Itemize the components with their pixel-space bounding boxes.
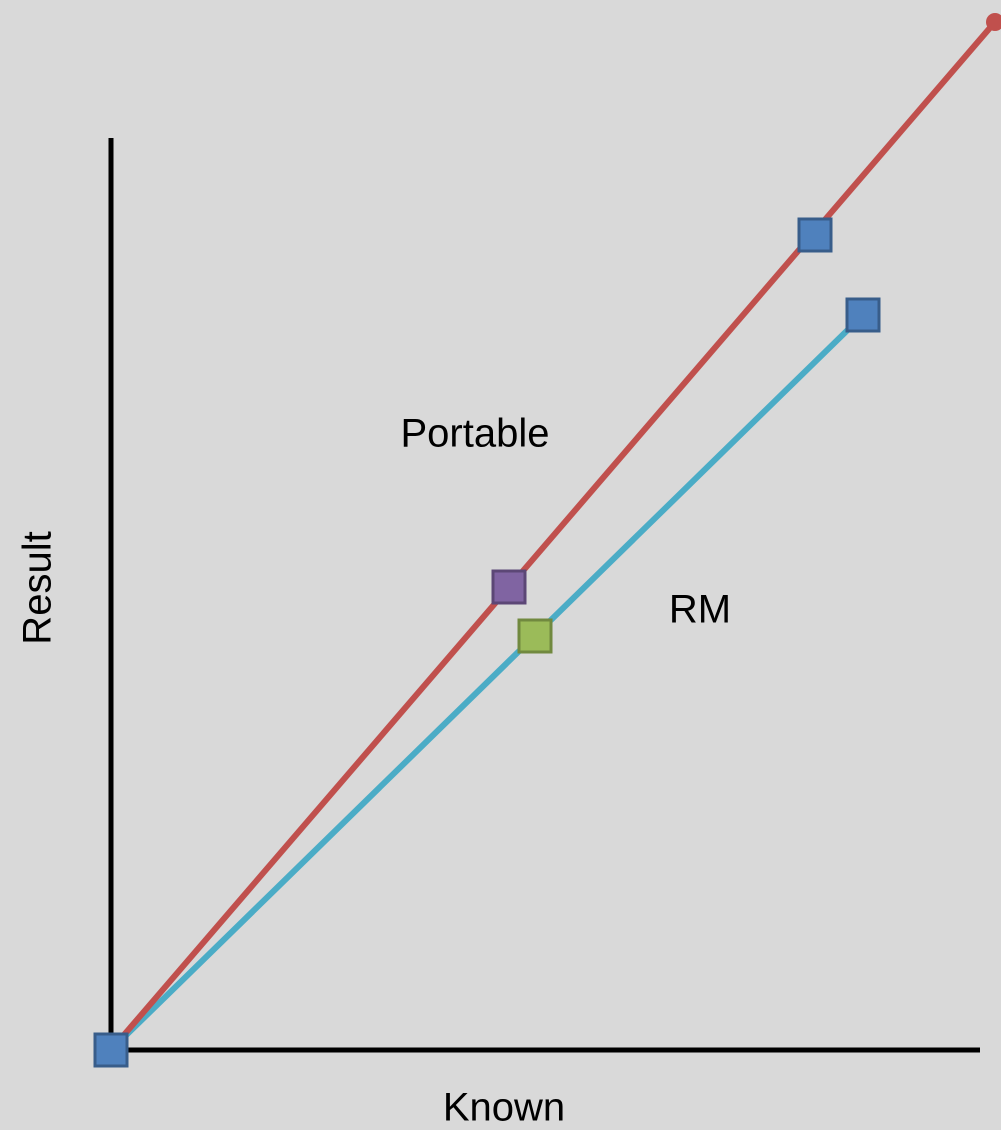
y-axis-label: Result (16, 531, 60, 644)
portable-label: Portable (401, 412, 550, 456)
portable-marker (797, 217, 833, 253)
origin-marker (93, 1032, 129, 1068)
line-end-dot (986, 13, 1001, 31)
portable-mid-marker (491, 569, 527, 605)
rm-mid-marker (517, 618, 553, 654)
x-axis-label: Known (443, 1086, 565, 1130)
rm-marker (845, 297, 881, 333)
portable-line (108, 20, 998, 1052)
rm-label: RM (669, 588, 731, 632)
rm-line (108, 312, 866, 1053)
